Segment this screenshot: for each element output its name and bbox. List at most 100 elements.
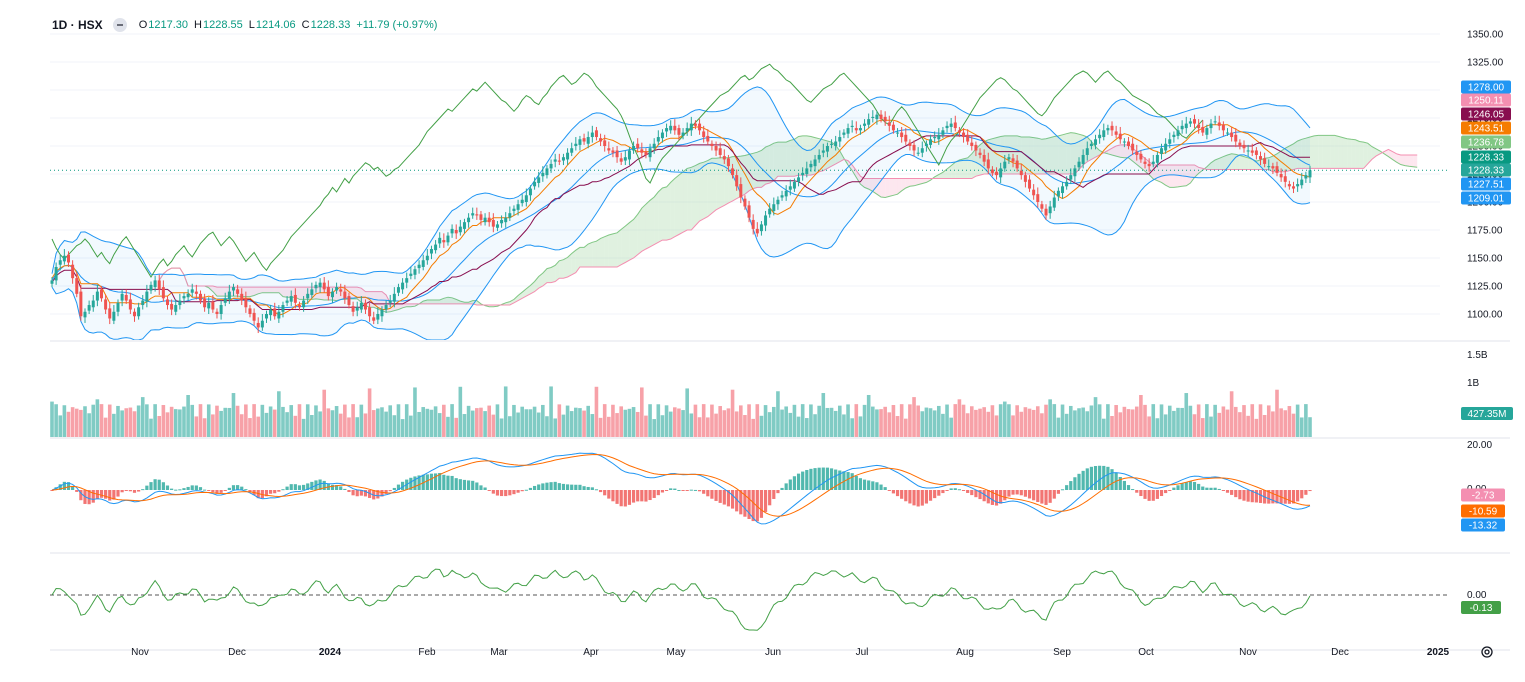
volume-bar: [1027, 408, 1032, 437]
candle: [677, 128, 681, 135]
macd-histogram-bar: [644, 490, 648, 502]
volume-bar: [1254, 418, 1259, 437]
volume-bar: [986, 411, 991, 437]
x-axis-label: Nov: [1239, 647, 1257, 658]
macd-histogram-bar: [1147, 490, 1151, 501]
candle: [1061, 186, 1065, 194]
candle: [821, 150, 825, 153]
volume-bar: [557, 404, 562, 437]
ichimoku-cloud-segment: [1359, 141, 1364, 169]
ichimoku-cloud-segment: [1198, 167, 1203, 174]
macd-histogram-bar: [784, 483, 788, 490]
candle: [1250, 150, 1254, 153]
ichimoku-cloud-segment: [918, 178, 923, 185]
volume-bar: [623, 409, 628, 437]
ichimoku-cloud-segment: [406, 303, 411, 307]
macd-histogram-bar: [483, 487, 487, 490]
symbol-title[interactable]: 1D · HSX: [52, 18, 103, 32]
macd-histogram-bar: [310, 481, 314, 490]
volume-bar: [660, 415, 665, 437]
volume-bar: [763, 405, 768, 437]
volume-bar: [1044, 404, 1048, 437]
hide-icon[interactable]: [112, 18, 127, 32]
macd-histogram-bar: [1093, 466, 1098, 490]
volume-bar: [165, 412, 170, 437]
ichimoku-cloud-segment: [1223, 154, 1228, 170]
candle: [842, 132, 846, 135]
volume-bar: [74, 408, 79, 437]
volume-bar: [396, 404, 401, 437]
ichimoku-cloud-segment: [262, 287, 267, 293]
candle: [475, 214, 479, 216]
volume-bar: [1040, 413, 1044, 437]
volume-bar: [70, 407, 75, 437]
candle: [264, 314, 268, 319]
candle: [289, 296, 293, 302]
price-label: 1243.51: [1468, 124, 1505, 135]
ichimoku-cloud-segment: [1342, 137, 1348, 169]
volume-bar: [1089, 405, 1094, 437]
candle: [376, 314, 380, 320]
ichimoku-cloud-segment: [711, 158, 717, 214]
candle: [1209, 123, 1213, 129]
candle: [1184, 123, 1188, 129]
volume-bar: [429, 409, 434, 437]
candle: [863, 123, 867, 126]
ichimoku-cloud-segment: [1206, 162, 1212, 170]
volume-bar: [450, 404, 454, 437]
candle: [1263, 158, 1267, 164]
macd-histogram-bar: [1275, 490, 1279, 504]
volume-bar: [190, 404, 195, 437]
macd-histogram-bar: [747, 490, 751, 520]
volume-bar: [536, 412, 541, 437]
candle: [112, 311, 116, 321]
candle: [706, 135, 710, 142]
volume-bar: [305, 404, 310, 437]
volume-bar: [866, 394, 871, 437]
volume-bar: [116, 405, 120, 437]
ichimoku-cloud-segment: [427, 300, 432, 304]
candle: [215, 311, 219, 314]
macd-histogram-bar: [512, 490, 516, 495]
volume-bar: [198, 404, 203, 437]
volume-bar: [454, 417, 459, 437]
bollinger-fill: [52, 86, 1310, 340]
candle: [446, 235, 450, 243]
candle: [421, 260, 425, 267]
candle: [79, 291, 83, 317]
x-axis-label: Jul: [856, 647, 869, 658]
volume-bar: [1279, 408, 1283, 437]
price-tick-label: 1125.00: [1467, 282, 1503, 293]
volume-bar: [376, 408, 380, 437]
macd-histogram-bar: [240, 486, 244, 490]
candle: [636, 143, 640, 149]
volume-bar: [1283, 410, 1288, 437]
volume-bar: [961, 404, 966, 437]
ichimoku-cloud-segment: [802, 135, 807, 176]
candle: [689, 123, 693, 131]
macd-histogram-bar: [1230, 490, 1234, 495]
volume-bar: [107, 404, 112, 437]
volume-bar: [1139, 395, 1143, 437]
x-axis-label: Dec: [1331, 647, 1349, 658]
candle: [607, 148, 611, 151]
macd-histogram-bar: [471, 480, 475, 490]
macd-histogram-bar: [792, 476, 797, 490]
macd-label: -13.32: [1469, 521, 1498, 532]
volume-bar: [957, 399, 962, 437]
candle: [1254, 150, 1258, 155]
candle: [1135, 151, 1139, 155]
volume-bar: [561, 414, 566, 437]
ichimoku-cloud-segment: [249, 287, 255, 297]
volume-bar: [347, 417, 351, 437]
candle: [314, 284, 318, 289]
volume-bar: [466, 405, 471, 437]
candle: [838, 137, 842, 142]
candle: [425, 255, 429, 261]
volume-bar: [487, 405, 492, 437]
macd-histogram-bar: [821, 467, 825, 490]
gear-icon[interactable]: [1479, 644, 1495, 660]
macd-histogram-bar: [887, 490, 891, 491]
candle: [755, 228, 759, 234]
